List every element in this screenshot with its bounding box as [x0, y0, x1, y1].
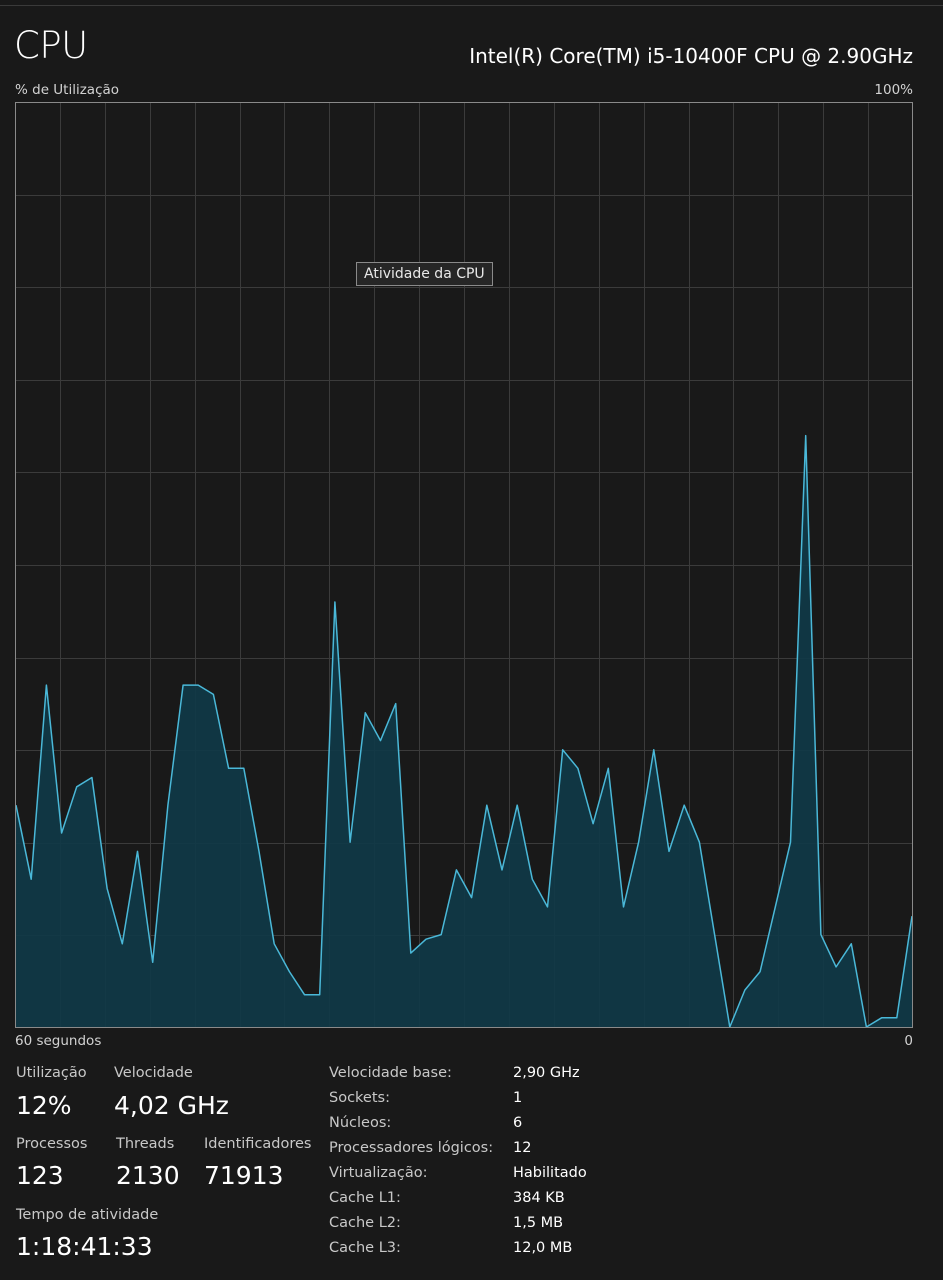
logical-processors-value: 12 — [513, 1140, 532, 1156]
processes-value: 123 — [16, 1161, 64, 1190]
uptime-value: 1:18:41:33 — [16, 1232, 153, 1261]
x-axis-label: 60 segundos — [15, 1033, 102, 1049]
threads-label: Threads — [116, 1136, 175, 1152]
virtualization-value: Habilitado — [513, 1165, 587, 1181]
y-axis-min-label: 0 — [904, 1033, 913, 1049]
speed-label: Velocidade — [114, 1065, 193, 1081]
cache-l3-value: 12,0 MB — [513, 1240, 573, 1256]
virtualization-key: Virtualização: — [329, 1165, 428, 1181]
cache-l1-value: 384 KB — [513, 1190, 565, 1206]
page-title: CPU — [14, 24, 88, 67]
cpu-model-name: Intel(R) Core(TM) i5-10400F CPU @ 2.90GH… — [469, 44, 913, 68]
logical-processors-key: Processadores lógicos: — [329, 1140, 494, 1156]
sockets-key: Sockets: — [329, 1090, 390, 1106]
cores-key: Núcleos: — [329, 1115, 392, 1131]
sockets-value: 1 — [513, 1090, 523, 1106]
utilization-label: Utilização — [16, 1065, 87, 1081]
threads-value: 2130 — [116, 1161, 180, 1190]
graph-border — [15, 102, 913, 1028]
cache-l2-key: Cache L2: — [329, 1215, 401, 1231]
processes-label: Processos — [16, 1136, 88, 1152]
cpu-usage-area — [16, 435, 912, 1028]
base-speed-key: Velocidade base: — [329, 1065, 452, 1081]
cpu-activity-graph[interactable] — [15, 102, 913, 1028]
y-axis-max-label: 100% — [874, 82, 913, 98]
window-top-border — [0, 5, 943, 6]
cpu-usage-line — [15, 434, 913, 1028]
handles-label: Identificadores — [204, 1136, 312, 1152]
y-axis-label: % de Utilização — [15, 82, 120, 98]
handles-value: 71913 — [204, 1161, 284, 1190]
utilization-value: 12% — [16, 1091, 72, 1120]
cache-l3-key: Cache L3: — [329, 1240, 401, 1256]
cache-l2-value: 1,5 MB — [513, 1215, 564, 1231]
speed-value: 4,02 GHz — [114, 1091, 229, 1120]
cores-value: 6 — [513, 1115, 523, 1131]
base-speed-value: 2,90 GHz — [513, 1065, 580, 1081]
uptime-label: Tempo de atividade — [16, 1207, 159, 1223]
cache-l1-key: Cache L1: — [329, 1190, 401, 1206]
graph-tooltip: Atividade da CPU — [356, 262, 493, 286]
